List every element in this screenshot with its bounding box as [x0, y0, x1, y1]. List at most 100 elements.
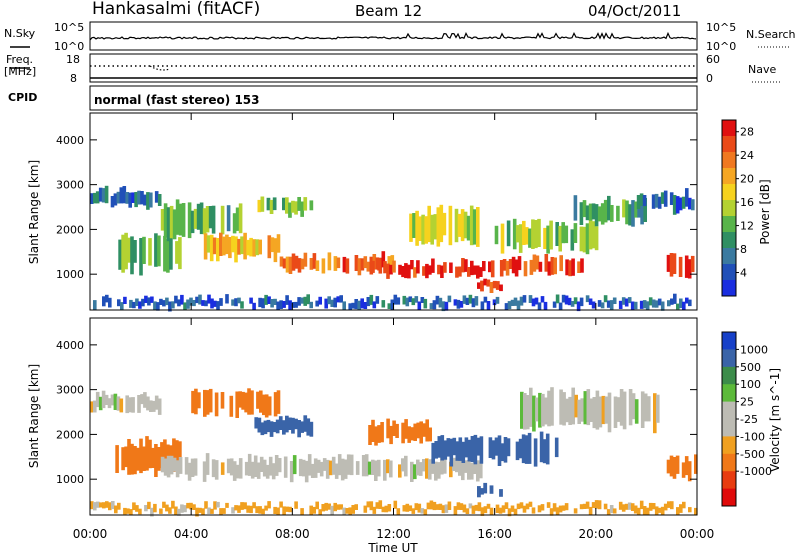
- range-cell: [360, 298, 364, 309]
- range-cell: [597, 500, 602, 510]
- range-cell: [238, 458, 243, 479]
- range-cell: [559, 255, 563, 272]
- cpid-value: normal (fast stereo) 153: [94, 93, 260, 107]
- range-cell: [220, 392, 225, 409]
- range-cell: [552, 301, 557, 308]
- range-cell: [616, 397, 621, 422]
- range-cell: [333, 502, 337, 512]
- range-cell: [262, 394, 266, 416]
- range-cell: [477, 502, 482, 512]
- range-cell: [500, 443, 505, 462]
- range-cell: [252, 239, 256, 257]
- range-cell: [424, 216, 428, 244]
- range-cell: [360, 258, 365, 271]
- nsearch-label: N.Search: [746, 28, 796, 41]
- range-cell: [466, 215, 471, 241]
- range-cell: [675, 196, 680, 214]
- range-cell: [431, 442, 435, 464]
- range-cell: [216, 238, 220, 262]
- range-cell: [160, 209, 165, 231]
- range-cell: [327, 252, 332, 271]
- range-cell: [291, 302, 295, 308]
- range-cell: [325, 459, 330, 479]
- range-cell: [162, 300, 166, 307]
- range-cell: [177, 299, 181, 307]
- range-cell: [361, 455, 366, 477]
- range-cell: [132, 301, 136, 309]
- range-cell: [411, 298, 416, 306]
- range-cell: [142, 236, 146, 264]
- range-cell: [114, 505, 118, 514]
- range-cell: [272, 197, 277, 211]
- x-tick-label: 00:00: [680, 527, 715, 541]
- range-cell: [377, 261, 381, 271]
- range-cell: [489, 282, 494, 293]
- range-cell: [377, 425, 381, 443]
- range-cell: [303, 197, 308, 211]
- range-cell: [618, 300, 623, 309]
- range-cell: [685, 188, 689, 207]
- range-cell: [570, 301, 575, 307]
- range-cell: [282, 258, 287, 269]
- range-cell: [601, 395, 606, 425]
- range-cell: [631, 200, 635, 227]
- range-cell: [422, 423, 426, 437]
- range-cell: [132, 502, 136, 511]
- range-cell: [315, 260, 320, 271]
- range-cell: [562, 392, 566, 426]
- range-cell: [453, 506, 458, 515]
- range-cell: [402, 505, 407, 512]
- range-cell: [630, 301, 635, 310]
- range-cell: [653, 393, 657, 434]
- range-cell: [678, 197, 683, 211]
- range-cell: [178, 441, 182, 472]
- range-cell: [460, 209, 465, 242]
- freq-tick-top: 18: [66, 53, 80, 66]
- range-cell: [342, 507, 346, 516]
- range-cell: [207, 507, 211, 514]
- range-cell: [682, 501, 686, 509]
- range-cell: [543, 227, 547, 249]
- range-cell: [285, 197, 289, 214]
- range-cell: [687, 259, 692, 279]
- range-cell: [108, 297, 112, 308]
- range-cell: [300, 508, 304, 516]
- range-cell: [276, 301, 280, 310]
- range-cell: [555, 222, 559, 246]
- range-cell: [381, 506, 386, 513]
- range-cell: [119, 187, 124, 204]
- range-cell: [416, 422, 420, 439]
- range-cell: [205, 206, 210, 233]
- range-cell: [171, 500, 175, 509]
- colorbar-swatch: [722, 120, 736, 137]
- range-cell: [95, 191, 100, 204]
- range-cell: [522, 295, 527, 303]
- range-cell: [257, 199, 262, 213]
- colorbar-tick-label: -1000: [740, 465, 772, 478]
- range-cell: [440, 454, 444, 475]
- range-cell: [604, 396, 609, 424]
- range-cell: [591, 502, 596, 508]
- range-cell: [541, 393, 545, 427]
- range-cell: [621, 297, 626, 305]
- range-cell: [297, 258, 302, 273]
- range-cell: [198, 294, 202, 305]
- range-cell: [93, 300, 97, 310]
- range-cell: [691, 199, 695, 211]
- range-cell: [282, 301, 286, 308]
- range-cell: [249, 505, 253, 514]
- range-cell: [260, 196, 265, 212]
- range-cell: [260, 422, 265, 436]
- colorbar-swatch: [722, 248, 736, 265]
- range-cell: [546, 225, 550, 254]
- range-cell: [550, 257, 555, 275]
- range-cell: [252, 302, 256, 310]
- range-cell: [690, 255, 695, 273]
- range-cell: [470, 462, 474, 480]
- range-cell: [212, 237, 217, 255]
- range-cell: [211, 459, 216, 478]
- range-cell: [684, 255, 689, 278]
- range-cell: [346, 454, 351, 475]
- range-cell: [240, 502, 244, 510]
- range-cell: [410, 427, 414, 441]
